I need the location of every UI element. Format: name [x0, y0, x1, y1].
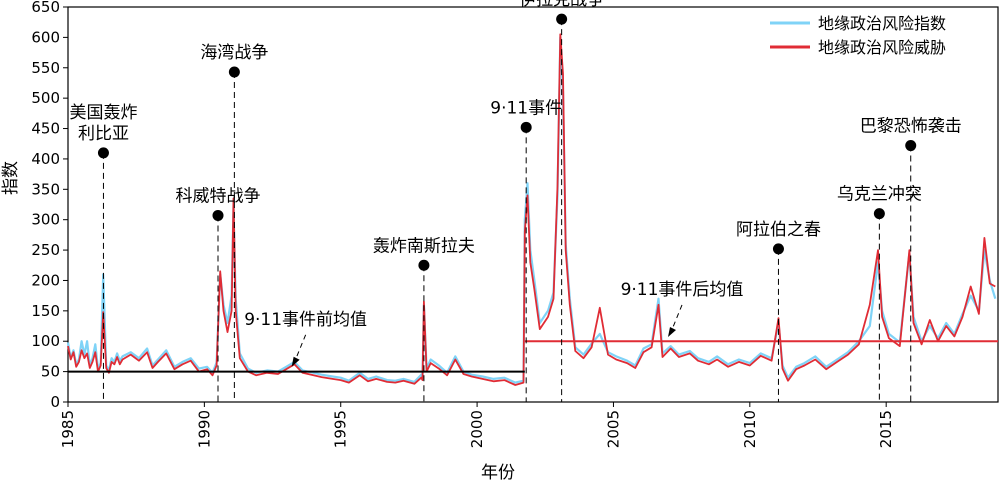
- event-marker: [418, 259, 430, 271]
- y-tick-label: 300: [31, 211, 60, 229]
- y-tick-label: 650: [31, 0, 60, 16]
- x-tick-label: 1985: [59, 410, 77, 448]
- event-label: 科威特战争: [176, 186, 261, 206]
- y-tick-label: 500: [31, 89, 60, 107]
- event-marker: [905, 140, 917, 152]
- event-label: 海湾战争: [200, 43, 268, 63]
- event-marker: [520, 121, 532, 133]
- event-marker: [873, 208, 885, 220]
- event-marker: [556, 13, 568, 25]
- x-tick-label: 1995: [332, 410, 350, 448]
- event-marker: [97, 147, 109, 159]
- legend-label-2: 地缘政治风险威胁: [818, 38, 946, 57]
- y-axis-title: 指数: [1, 161, 21, 195]
- event-label: 乌克兰冲突: [837, 185, 922, 205]
- mean-lines: 9·11事件前均值 9·11事件后均值: [68, 280, 998, 373]
- axes: 0 50 100 150 200 250 300 350 400 450 500 550 600 650 1…: [31, 0, 999, 448]
- event-marker: [212, 209, 224, 221]
- x-tick-label: 2005: [604, 410, 622, 448]
- legend-label-1: 地缘政治风险指数: [818, 14, 946, 33]
- plot-frame: [67, 6, 999, 403]
- event-label: 9·11事件: [490, 98, 562, 118]
- event-label: 伊拉克战争: [519, 0, 604, 10]
- event-label: 巴黎恐怖袭击: [860, 117, 962, 137]
- y-tick-label: 50: [41, 363, 60, 381]
- y-tick-label: 400: [31, 150, 60, 168]
- mean-line-label: 9·11事件后均值: [621, 280, 744, 300]
- series-lines: [66, 33, 997, 386]
- y-tick-label: 150: [31, 302, 60, 320]
- series-line-2: [67, 33, 996, 386]
- event-label: 轰炸南斯拉夫: [373, 236, 475, 256]
- y-tick-label: 350: [31, 180, 60, 198]
- y-tick-label: 100: [31, 332, 60, 350]
- series-line-1: [66, 36, 997, 384]
- y-tick-label: 600: [31, 28, 60, 46]
- y-tick-label: 450: [31, 120, 60, 138]
- x-axis-title: 年份: [481, 463, 515, 483]
- event-marker: [228, 66, 240, 78]
- x-tick-label: 2000: [468, 410, 486, 448]
- y-tick-label: 0: [50, 393, 60, 411]
- y-tick-label: 250: [31, 241, 60, 259]
- event-label: 阿拉伯之春: [736, 220, 821, 240]
- mean-line-label: 9·11事件前均值: [244, 310, 367, 330]
- x-tick-label: 2010: [741, 410, 759, 448]
- y-tick-label: 200: [31, 271, 60, 289]
- mean-label-leader: [294, 334, 307, 362]
- x-tick-label: 1990: [195, 410, 213, 448]
- arrow-head-icon: [668, 326, 676, 337]
- y-tick-label: 550: [31, 59, 60, 77]
- event-label: 美国轰炸利比亚: [69, 103, 137, 144]
- mean-label-leader: [670, 304, 683, 333]
- x-tick-label: 2015: [877, 410, 895, 448]
- event-marker: [772, 243, 784, 255]
- arrow-head-icon: [291, 356, 300, 367]
